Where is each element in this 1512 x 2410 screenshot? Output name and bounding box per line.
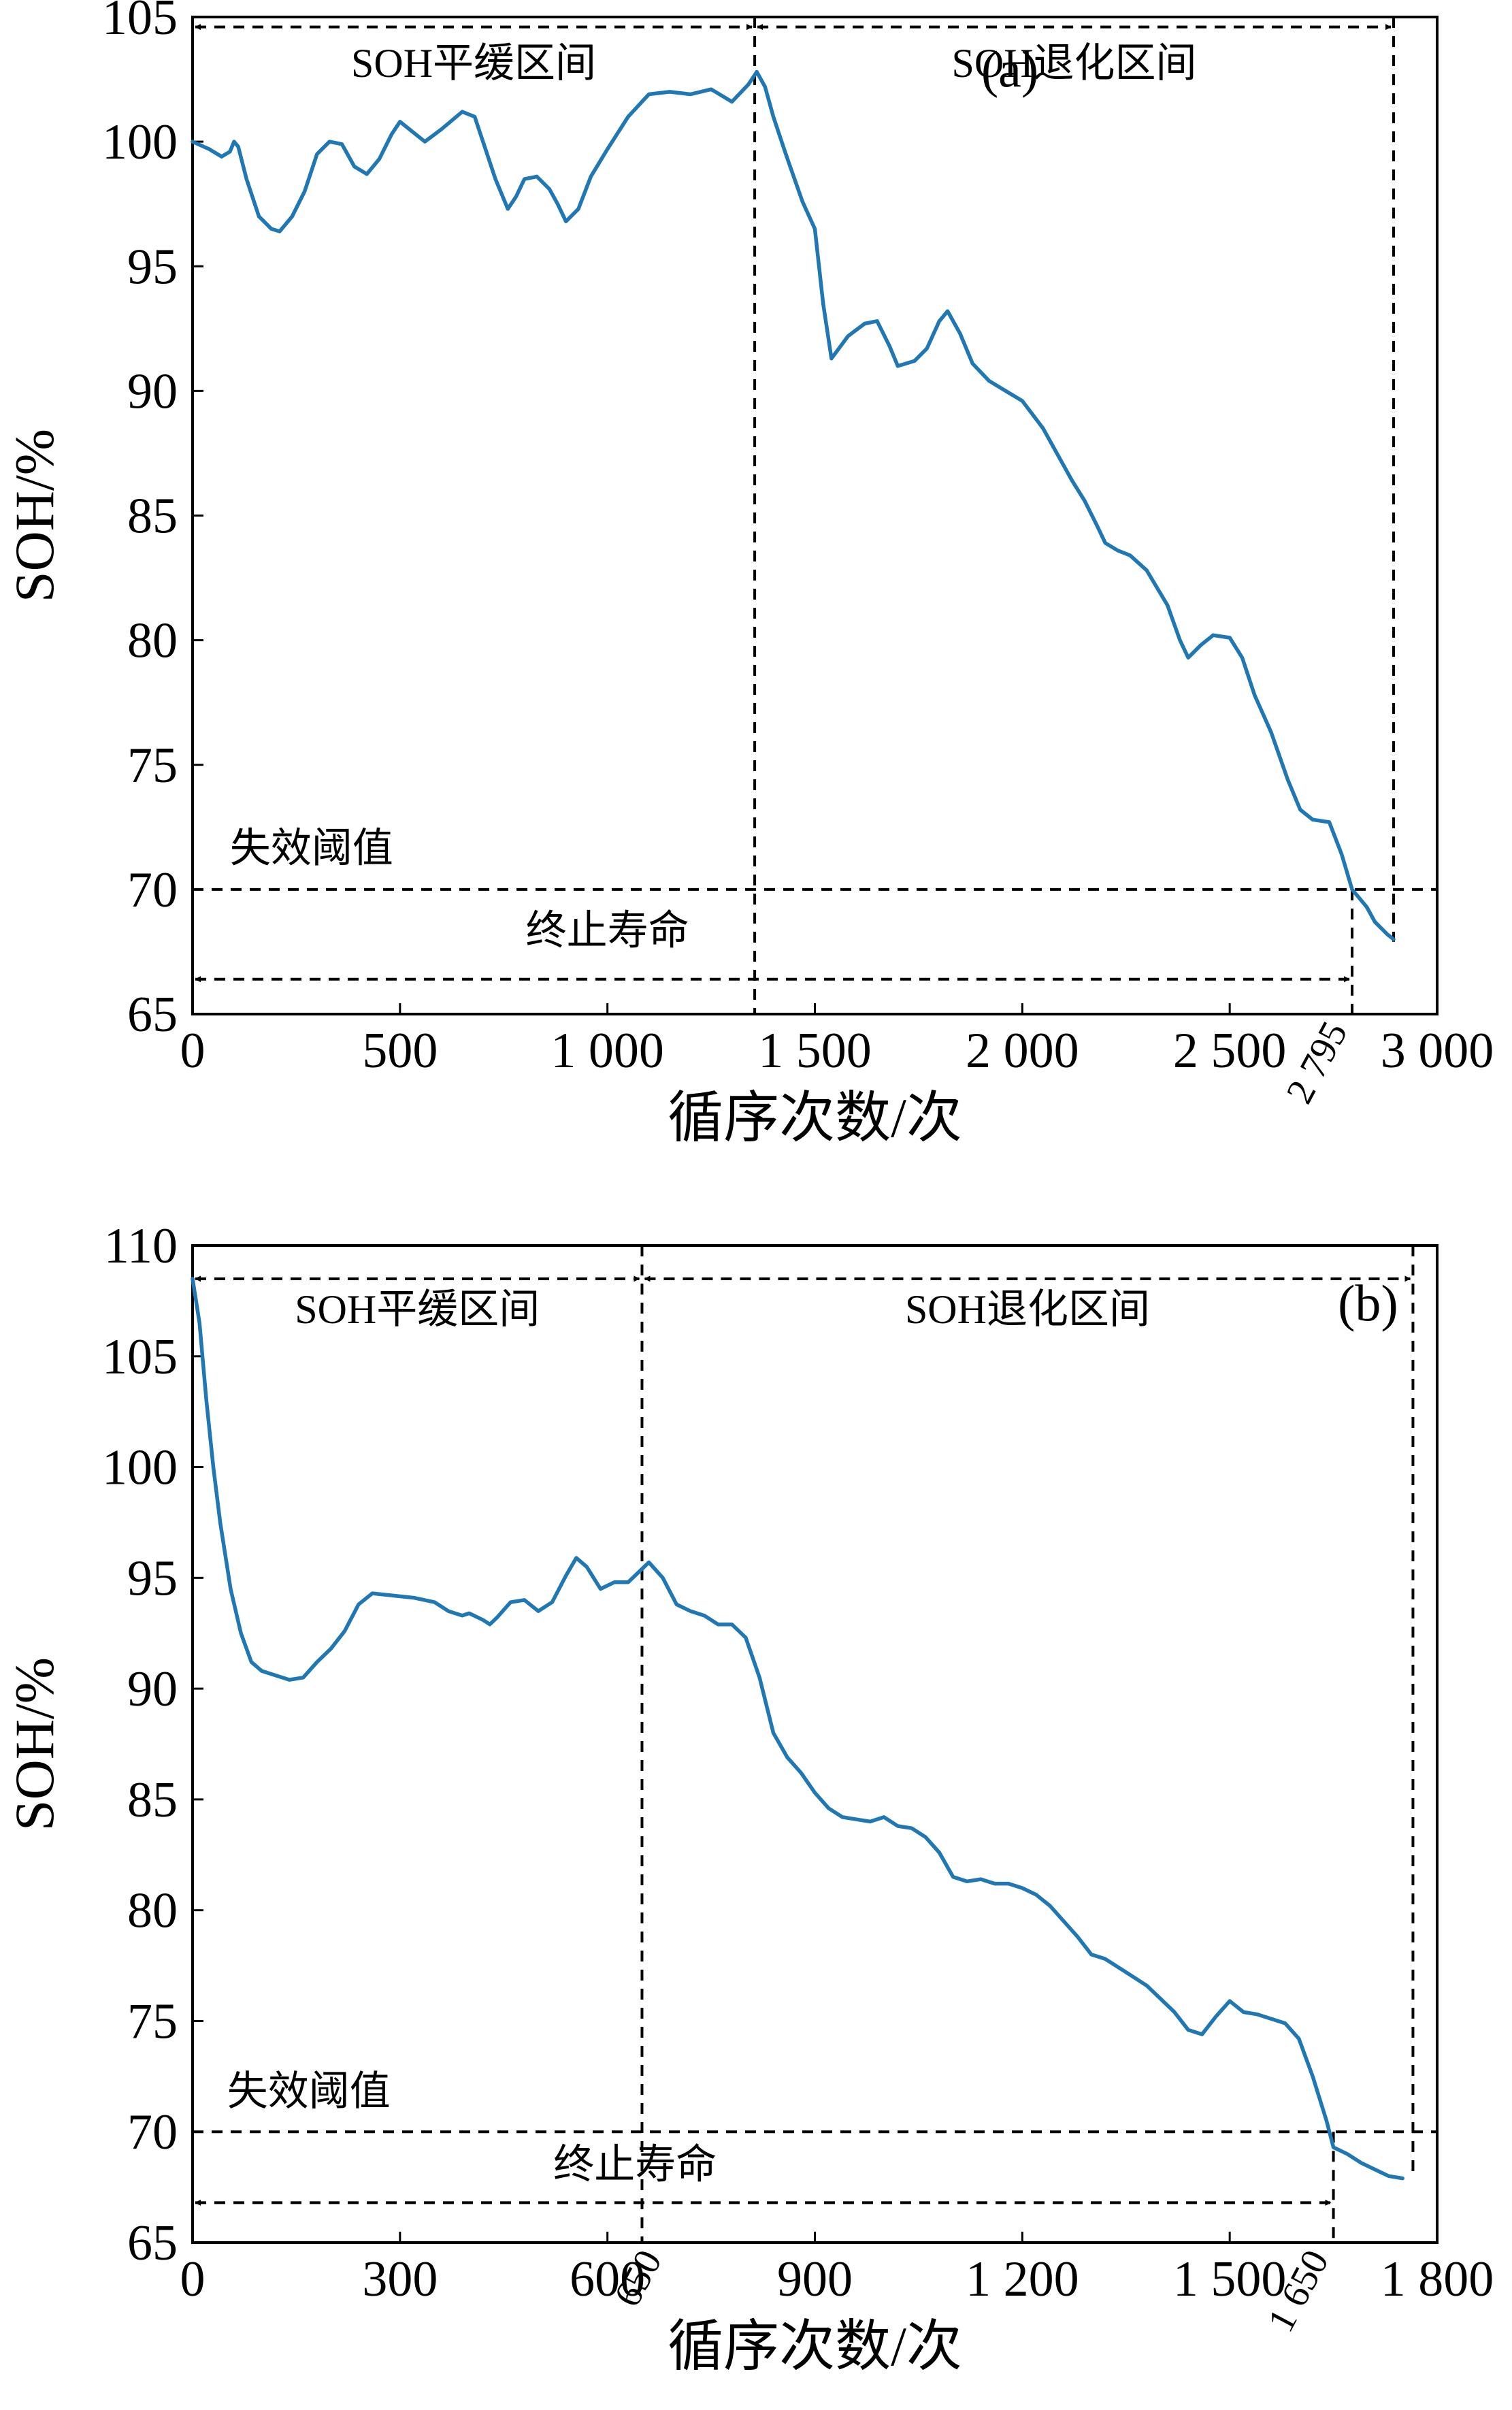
- x-tick-label: 900: [777, 2251, 853, 2307]
- x-tick-label: 600: [570, 2251, 645, 2307]
- end-of-life-label: 终止寿命: [553, 2143, 717, 2187]
- region-label: SOH退化区间: [905, 1287, 1150, 1332]
- x-axis-label: 循序次数/次: [668, 2315, 962, 2377]
- y-tick-label: 105: [102, 0, 178, 46]
- y-tick-label: 105: [102, 1329, 178, 1385]
- chart-panel-b: 0 300 600 900 1 200 1 500 1 800 65 70 75 80 85 90 95 1…: [3, 1218, 1494, 2377]
- failure-threshold-label: 失效阈值: [227, 2069, 391, 2114]
- y-tick-label: 80: [127, 613, 178, 669]
- end-of-life-label: 终止寿命: [526, 908, 689, 953]
- x-tick-label: 500: [362, 1023, 438, 1079]
- region-label: SOH平缓区间: [351, 41, 596, 86]
- y-tick-label: 80: [127, 1883, 178, 1939]
- region-label: SOH平缓区间: [295, 1287, 540, 1332]
- y-tick-label: 70: [127, 2104, 178, 2160]
- panel-label: (a): [981, 42, 1038, 99]
- x-tick-label: 0: [180, 1023, 206, 1079]
- y-tick-label: 90: [127, 1661, 178, 1717]
- x-tick-label: 1 200: [966, 2251, 1079, 2307]
- chart-panel-a: 0 500 1 000 1 500 2 000 2 500 3 000 65 70 75 80 85 9…: [3, 0, 1494, 1149]
- y-tick-label: 70: [127, 862, 178, 918]
- soh-series-line: [191, 1277, 1404, 2181]
- soh-series-line: [191, 69, 1396, 941]
- x-tick-label: 0: [180, 2251, 206, 2307]
- y-tick-label: 95: [127, 1550, 178, 1606]
- x-axis-label: 循序次数/次: [668, 1087, 962, 1149]
- region-label: SOH退化区间: [952, 41, 1197, 86]
- x-tick-label: 2 500: [1173, 1023, 1287, 1079]
- x-tick-label: 1 800: [1381, 2251, 1494, 2307]
- x-tick-label: 3 000: [1381, 1023, 1494, 1079]
- x-tick-label: 1 000: [550, 1023, 664, 1079]
- y-tick-label: 75: [127, 738, 178, 794]
- y-tick-label: 65: [127, 2215, 178, 2271]
- y-axis-label: SOH/%: [3, 1657, 65, 1831]
- x-tick-label: 1 500: [758, 1023, 872, 1079]
- y-tick-label: 110: [104, 1218, 178, 1274]
- x-tick-label: 1 500: [1173, 2251, 1287, 2307]
- y-axis-label: SOH/%: [3, 429, 65, 602]
- end-of-life-marker-label: 2 795: [1279, 1015, 1356, 1110]
- x-tick-label: 2 000: [966, 1023, 1079, 1079]
- y-tick-label: 75: [127, 1993, 178, 2049]
- y-tick-label: 100: [102, 114, 178, 170]
- y-tick-label: 100: [102, 1440, 178, 1496]
- panel-label: (b): [1338, 1275, 1398, 1333]
- y-tick-label: 65: [127, 987, 178, 1043]
- y-tick-label: 85: [127, 1772, 178, 1828]
- x-tick-label: 300: [362, 2251, 438, 2307]
- failure-threshold-label: 失效阈值: [230, 826, 393, 871]
- y-tick-label: 85: [127, 489, 178, 544]
- y-tick-label: 90: [127, 363, 178, 419]
- y-tick-label: 95: [127, 239, 178, 295]
